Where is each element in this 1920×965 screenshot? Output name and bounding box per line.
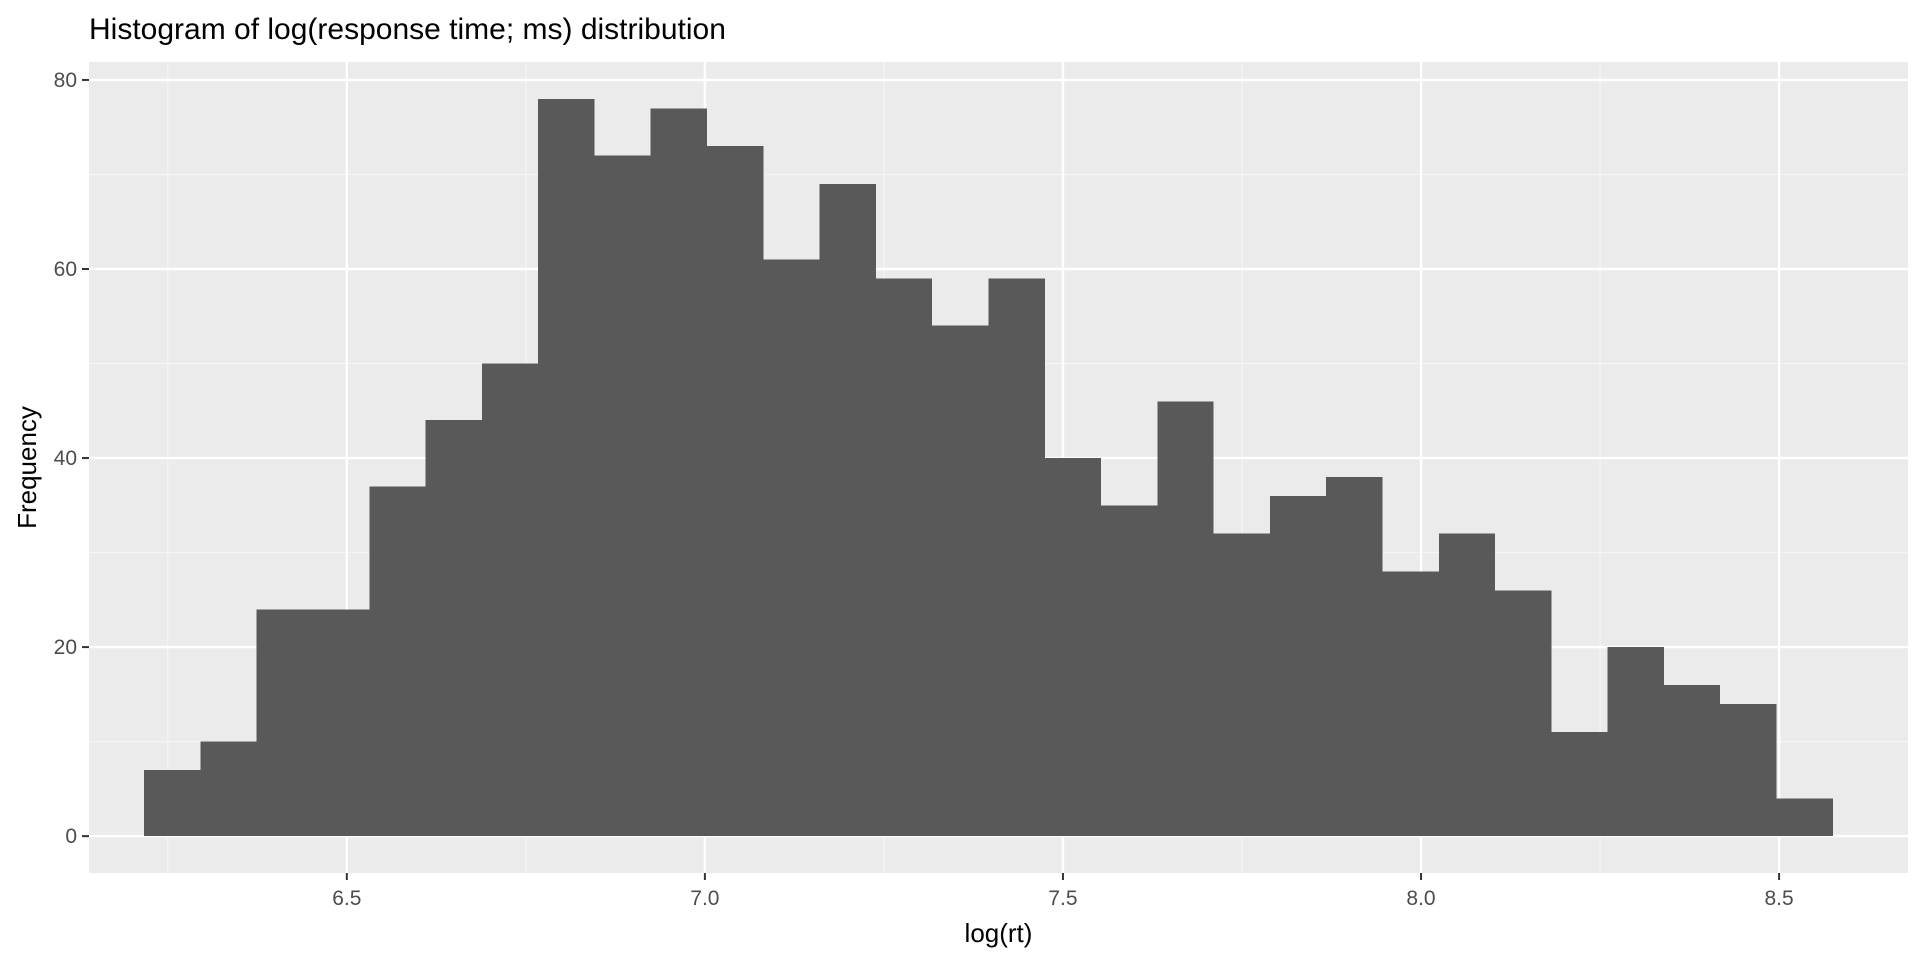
histogram-bar (650, 108, 708, 837)
x-tick-label: 6.5 (332, 887, 361, 910)
histogram-bar (594, 155, 651, 837)
x-axis-title: log(rt) (965, 918, 1033, 948)
histogram-bar (481, 363, 539, 837)
histogram-bar (875, 278, 933, 837)
histogram-bar (1607, 647, 1664, 837)
histogram-bar (1720, 703, 1777, 837)
y-tick-label: 60 (54, 258, 77, 281)
histogram-bar (1213, 533, 1270, 837)
histogram-bar (1438, 533, 1496, 837)
histogram-bar (1326, 476, 1383, 837)
histogram-bar (819, 183, 876, 837)
histogram-bar (1551, 732, 1608, 837)
histogram-bar (1157, 401, 1214, 837)
histogram-bar (763, 259, 820, 837)
histogram-bar (707, 146, 764, 837)
x-tick-label: 7.5 (1048, 887, 1077, 910)
histogram-bar (1269, 495, 1327, 837)
histogram-bar (1663, 684, 1721, 837)
histogram-bar (988, 278, 1045, 837)
x-tick-label: 7.0 (690, 887, 719, 910)
histogram-bar (1382, 571, 1439, 837)
histogram-bar (538, 98, 595, 837)
y-tick-label: 80 (54, 69, 77, 92)
histogram-bar (256, 609, 314, 837)
histogram-bar (425, 420, 482, 837)
histogram-bar (313, 609, 370, 837)
chart-title: Histogram of log(response time; ms) dist… (89, 13, 726, 46)
histogram-bar (1101, 505, 1158, 837)
y-tick-label: 0 (65, 825, 77, 848)
x-tick-label: 8.0 (1406, 887, 1435, 910)
histogram-bar (369, 486, 426, 837)
histogram-bar (144, 769, 201, 837)
histogram-bar (1776, 798, 1833, 837)
x-tick-label: 8.5 (1764, 887, 1793, 910)
histogram-bar (200, 741, 257, 837)
histogram-bar (1044, 458, 1102, 837)
histogram-bar (932, 325, 989, 837)
histogram-bar (1495, 590, 1552, 837)
y-tick-label: 20 (54, 636, 77, 659)
y-axis-title: Frequency (12, 406, 42, 529)
y-tick-label: 40 (54, 447, 77, 470)
